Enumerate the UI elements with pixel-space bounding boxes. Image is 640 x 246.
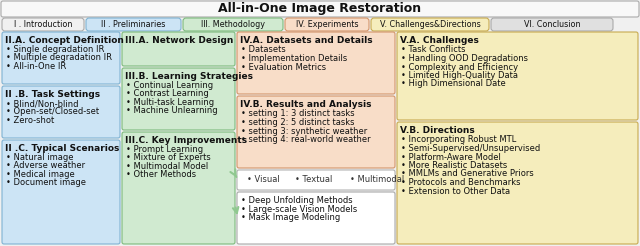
Text: • Multimodal Model: • Multimodal Model — [126, 162, 208, 170]
Text: • Protocols and Benchmarks: • Protocols and Benchmarks — [401, 178, 520, 187]
Text: • Handling OOD Degradations: • Handling OOD Degradations — [401, 54, 528, 63]
Text: • MMLMs and Generative Priors: • MMLMs and Generative Priors — [401, 169, 534, 179]
FancyBboxPatch shape — [397, 122, 638, 244]
Text: • More Realistic Datasets: • More Realistic Datasets — [401, 161, 508, 170]
Text: III. Methodology: III. Methodology — [201, 20, 265, 29]
Text: • Open-set/Closed-set: • Open-set/Closed-set — [6, 108, 99, 116]
FancyBboxPatch shape — [371, 18, 489, 31]
Text: • Other Methods: • Other Methods — [126, 170, 196, 179]
Text: • Multimodal: • Multimodal — [350, 175, 404, 184]
Text: • Multi-task Learning: • Multi-task Learning — [126, 98, 214, 107]
FancyBboxPatch shape — [86, 18, 181, 31]
FancyBboxPatch shape — [237, 170, 395, 190]
Text: • Visual: • Visual — [247, 175, 280, 184]
Text: • Multiple degradation IR: • Multiple degradation IR — [6, 53, 112, 62]
Text: • Machine Unlearning: • Machine Unlearning — [126, 106, 218, 115]
Text: II .C. Typical Scenarios: II .C. Typical Scenarios — [5, 144, 120, 153]
FancyBboxPatch shape — [122, 132, 235, 244]
Text: III.C. Key Improvements: III.C. Key Improvements — [125, 136, 247, 145]
FancyBboxPatch shape — [1, 1, 639, 17]
Text: • Contrast Learning: • Contrast Learning — [126, 89, 209, 98]
FancyBboxPatch shape — [122, 68, 235, 130]
FancyBboxPatch shape — [237, 96, 395, 168]
Text: • setting 3: synthetic weather: • setting 3: synthetic weather — [241, 126, 367, 136]
Text: • Implementation Details: • Implementation Details — [241, 54, 348, 63]
Text: • Platform-Aware Model: • Platform-Aware Model — [401, 153, 501, 162]
Text: V.B. Directions: V.B. Directions — [400, 126, 475, 135]
Text: III.A. Network Design: III.A. Network Design — [125, 36, 234, 45]
Text: VI. Conclusion: VI. Conclusion — [524, 20, 580, 29]
Text: • Blind/Non-blind: • Blind/Non-blind — [6, 99, 79, 108]
Text: • Textual: • Textual — [295, 175, 332, 184]
Text: III.B. Learning Strategies: III.B. Learning Strategies — [125, 72, 253, 81]
Text: • Large-scale Vision Models: • Large-scale Vision Models — [241, 204, 357, 214]
Text: • Continual Learning: • Continual Learning — [126, 81, 213, 90]
Text: IV.B. Results and Analysis: IV.B. Results and Analysis — [240, 100, 371, 109]
Text: II . Preliminaries: II . Preliminaries — [101, 20, 166, 29]
Text: • Limited High-Quality Data: • Limited High-Quality Data — [401, 71, 518, 80]
Text: • Document image: • Document image — [6, 178, 86, 187]
Text: • Mixture of Experts: • Mixture of Experts — [126, 154, 211, 162]
Text: • Complexity and Efficiency: • Complexity and Efficiency — [401, 62, 518, 72]
FancyBboxPatch shape — [2, 32, 120, 84]
Text: • Evaluation Metrics: • Evaluation Metrics — [241, 62, 326, 72]
Text: IV. Experiments: IV. Experiments — [296, 20, 358, 29]
FancyBboxPatch shape — [237, 32, 395, 94]
FancyBboxPatch shape — [285, 18, 369, 31]
Text: • Single degradation IR: • Single degradation IR — [6, 45, 104, 54]
Text: • setting 4: real-world weather: • setting 4: real-world weather — [241, 135, 371, 144]
FancyBboxPatch shape — [2, 86, 120, 138]
Text: • Deep Unfolding Methods: • Deep Unfolding Methods — [241, 196, 353, 205]
Text: • Incorporating Robust MTL: • Incorporating Robust MTL — [401, 136, 516, 144]
FancyBboxPatch shape — [2, 18, 84, 31]
Text: II .B. Task Settings: II .B. Task Settings — [5, 90, 100, 99]
Text: I . Introduction: I . Introduction — [14, 20, 72, 29]
Text: • Prompt Learning: • Prompt Learning — [126, 145, 203, 154]
FancyBboxPatch shape — [183, 18, 283, 31]
Text: • Semi-Supervised/Unsupervised: • Semi-Supervised/Unsupervised — [401, 144, 540, 153]
Text: • High Dimensional Date: • High Dimensional Date — [401, 79, 506, 89]
Text: • All-in-One IR: • All-in-One IR — [6, 62, 67, 71]
Text: V.A. Challenges: V.A. Challenges — [400, 36, 479, 45]
Text: • setting 2: 5 distinct tasks: • setting 2: 5 distinct tasks — [241, 118, 355, 127]
Text: • Extension to Other Data: • Extension to Other Data — [401, 186, 510, 196]
Text: • setting 1: 3 distinct tasks: • setting 1: 3 distinct tasks — [241, 109, 355, 119]
Text: • Zero-shot: • Zero-shot — [6, 116, 54, 125]
Text: • Datasets: • Datasets — [241, 46, 285, 55]
FancyBboxPatch shape — [122, 32, 235, 66]
FancyBboxPatch shape — [237, 192, 395, 244]
Text: V. Challenges&Directions: V. Challenges&Directions — [380, 20, 481, 29]
Text: • Natural image: • Natural image — [6, 153, 74, 162]
FancyBboxPatch shape — [2, 140, 120, 244]
Text: • Task Conflicts: • Task Conflicts — [401, 46, 465, 55]
FancyBboxPatch shape — [397, 32, 638, 120]
Text: • Mask Image Modeling: • Mask Image Modeling — [241, 213, 340, 222]
Text: II.A. Concept Definition: II.A. Concept Definition — [5, 36, 124, 45]
FancyBboxPatch shape — [491, 18, 613, 31]
Text: • Adverse weather: • Adverse weather — [6, 161, 85, 170]
Text: All-in-One Image Restoration: All-in-One Image Restoration — [218, 2, 422, 15]
Text: • Medical image: • Medical image — [6, 169, 75, 179]
Text: IV.A. Datasets and Details: IV.A. Datasets and Details — [240, 36, 372, 45]
